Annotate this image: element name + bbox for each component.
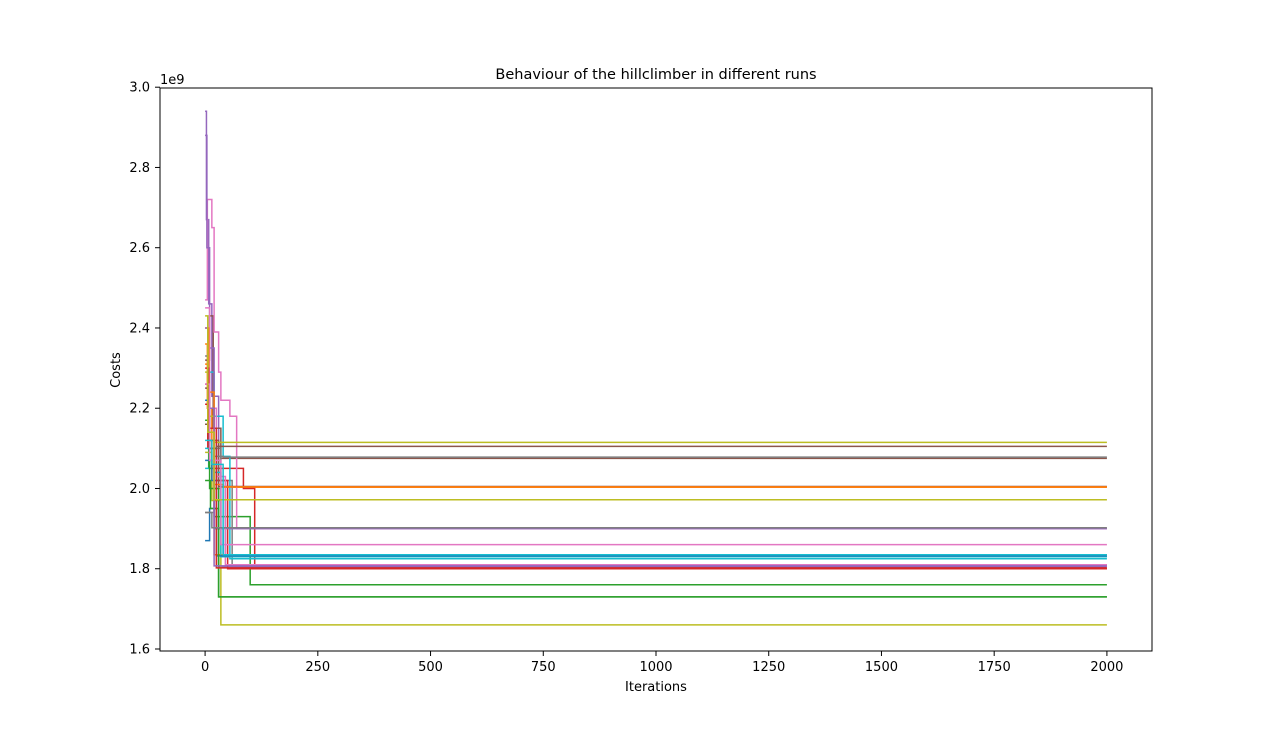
x-tick-label: 250 bbox=[305, 660, 330, 675]
y-axis-label: Costs bbox=[109, 352, 124, 388]
series-line-28 bbox=[205, 511, 1107, 529]
x-tick-label: 750 bbox=[531, 660, 556, 675]
y-tick-label: 2.4 bbox=[129, 321, 150, 336]
y-axis-ticks: 1.6 1.8 2.0 2.2 2.4 2.6 2.8 3.0 bbox=[129, 81, 160, 657]
x-tick-label: 1250 bbox=[752, 660, 785, 675]
series-line-29 bbox=[205, 315, 1107, 501]
y-tick-label: 2.8 bbox=[129, 161, 150, 176]
series-layer bbox=[205, 110, 1107, 626]
x-tick-label: 1750 bbox=[978, 660, 1011, 675]
y-tick-label: 1.6 bbox=[129, 642, 150, 657]
series-line-26 bbox=[205, 423, 1107, 450]
x-tick-label: 500 bbox=[418, 660, 443, 675]
series-line-27 bbox=[205, 383, 1107, 546]
y-axis-offset-label: 1e9 bbox=[160, 73, 185, 88]
x-axis-label: Iterations bbox=[625, 680, 687, 695]
x-axis-ticks: 0 250 500 750 1000 1250 1500 1750 2000 bbox=[201, 651, 1123, 675]
y-tick-label: 2.2 bbox=[129, 402, 150, 417]
series-line-30 bbox=[205, 439, 1107, 556]
series-line-7 bbox=[205, 198, 1107, 530]
y-tick-label: 2.0 bbox=[129, 482, 150, 497]
x-tick-label: 1000 bbox=[639, 660, 672, 675]
y-tick-label: 2.6 bbox=[129, 241, 150, 256]
x-tick-label: 0 bbox=[201, 660, 209, 675]
x-tick-label: 1500 bbox=[865, 660, 898, 675]
y-tick-label: 1.8 bbox=[129, 562, 150, 577]
x-tick-label: 2000 bbox=[1090, 660, 1123, 675]
chart-title: Behaviour of the hillclimber in differen… bbox=[495, 67, 816, 83]
y-tick-label: 3.0 bbox=[129, 81, 150, 96]
